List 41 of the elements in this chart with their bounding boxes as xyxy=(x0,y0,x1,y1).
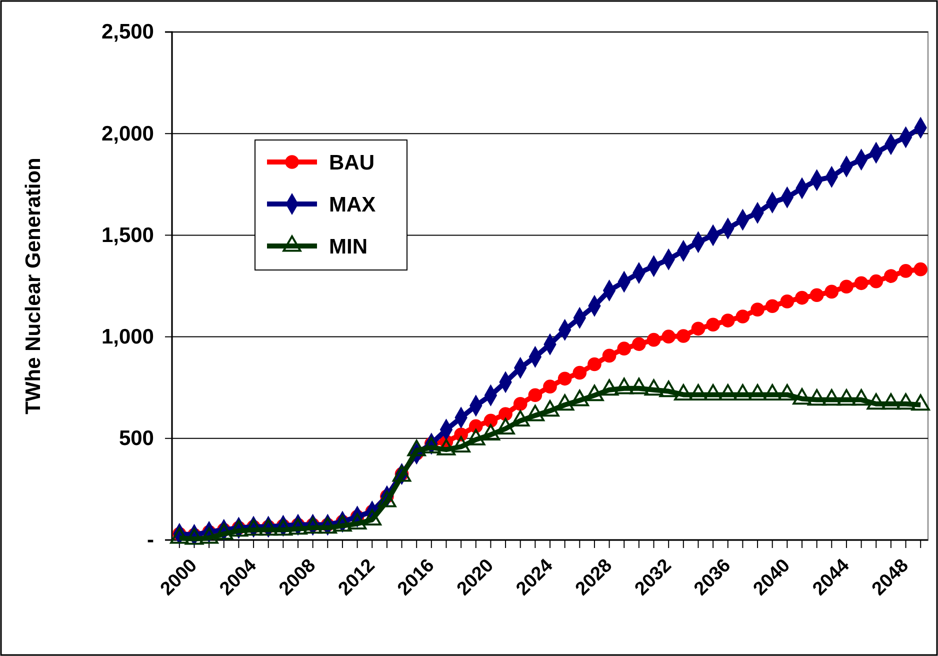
point xyxy=(662,330,676,344)
y-tick-label: 2,000 xyxy=(101,122,154,146)
point xyxy=(543,380,557,394)
y-axis-title: TWhe Nuclear Generation xyxy=(22,158,45,414)
point xyxy=(795,290,809,305)
point xyxy=(869,274,884,288)
point xyxy=(617,342,632,356)
point xyxy=(750,302,764,316)
legend-label: MIN xyxy=(329,235,368,258)
y-tick-label: 2,500 xyxy=(101,20,154,44)
point xyxy=(736,310,750,324)
point xyxy=(676,329,690,343)
y-tick-label: 1,500 xyxy=(101,224,154,247)
point xyxy=(468,419,483,434)
legend-label: MAX xyxy=(329,193,376,216)
point xyxy=(706,318,720,332)
y-tick-label: 1,000 xyxy=(101,326,154,349)
point xyxy=(898,264,913,278)
point xyxy=(484,414,498,428)
point xyxy=(765,299,780,314)
point xyxy=(588,357,602,372)
point xyxy=(691,322,706,336)
point xyxy=(854,276,868,290)
point xyxy=(646,332,661,347)
point xyxy=(602,348,616,363)
point xyxy=(558,372,572,386)
point xyxy=(632,337,646,352)
legend-label: BAU xyxy=(329,151,374,174)
point xyxy=(824,284,839,299)
point xyxy=(840,280,854,294)
point xyxy=(810,288,824,302)
point xyxy=(498,407,512,421)
point xyxy=(513,396,528,411)
point xyxy=(720,314,735,328)
point xyxy=(572,366,587,380)
point xyxy=(780,294,794,308)
point xyxy=(884,269,898,283)
point xyxy=(914,262,928,276)
y-tick-label: 500 xyxy=(118,427,154,450)
y-tick-label: - xyxy=(147,528,154,552)
point xyxy=(528,388,542,402)
